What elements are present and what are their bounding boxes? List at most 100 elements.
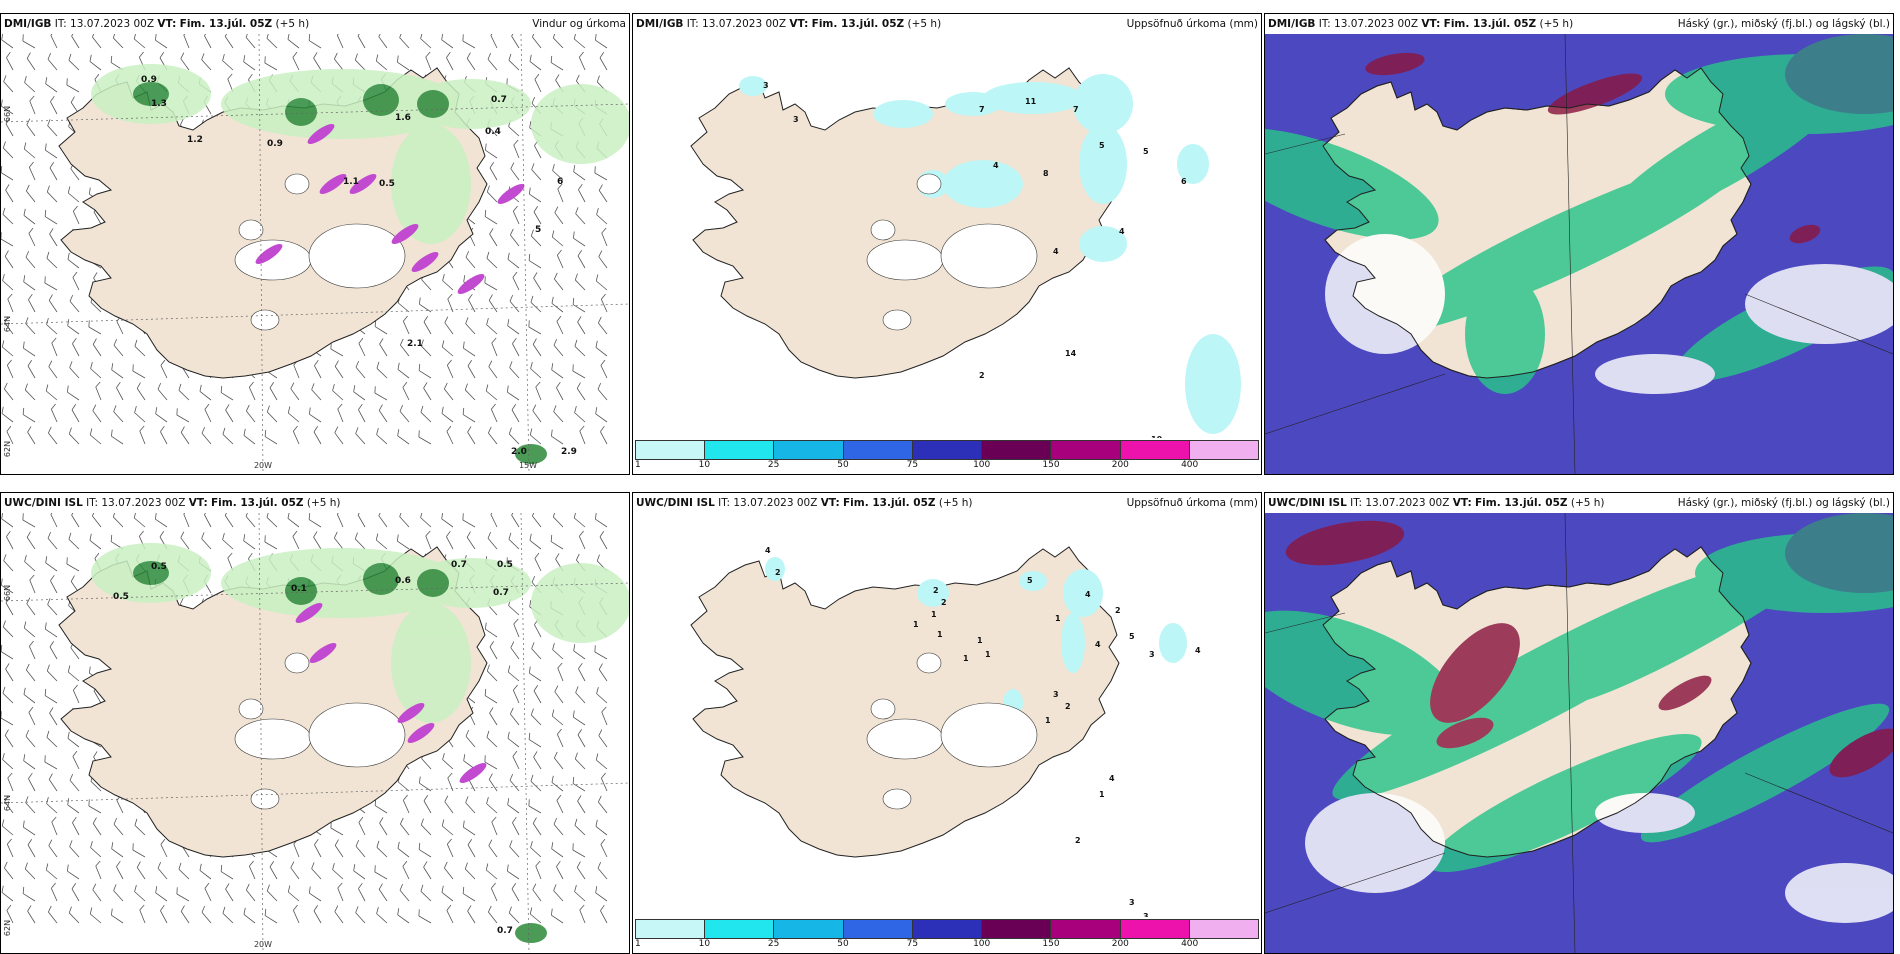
barb-staff: [48, 366, 58, 379]
wind-barb: [311, 383, 322, 401]
wind-barb: [26, 597, 36, 616]
barb-staff: [552, 715, 564, 726]
wind-barb: [576, 861, 586, 880]
wind-barb: [90, 841, 102, 858]
wind-barb: [204, 34, 212, 49]
barb-flag: [22, 407, 25, 415]
barb-flag: [204, 403, 210, 410]
barb-flag: [462, 34, 464, 42]
wind-barb: [68, 906, 80, 924]
boundary-line: [1265, 373, 1446, 435]
barb-flag: [467, 839, 473, 846]
rain-light-area: [221, 548, 461, 618]
barb-staff: [49, 712, 58, 726]
barb-flag: [3, 554, 7, 561]
wind-barb: [513, 139, 520, 159]
barb-staff: [512, 822, 520, 836]
barb-staff: [462, 40, 476, 49]
barb-flag: [45, 863, 49, 871]
barb-flag: [7, 772, 13, 779]
value-label: 7: [1073, 105, 1079, 114]
wind-barb: [3, 554, 14, 572]
barb-staff: [550, 541, 564, 550]
barb-staff: [399, 411, 410, 423]
barb-staff: [402, 866, 410, 880]
colorbar-label: 75: [906, 460, 919, 470]
wind-barb: [530, 295, 542, 313]
barb-staff: [6, 57, 14, 71]
wind-barb: [29, 574, 36, 594]
glacier: [866, 239, 944, 281]
wind-barb: [26, 663, 36, 682]
barb-staff: [27, 844, 36, 858]
barb-staff: [465, 257, 476, 269]
wind-barb: [24, 76, 36, 93]
barb-flag: [353, 864, 356, 871]
precip-area: [943, 160, 1023, 208]
glaciers: [234, 652, 406, 810]
barb-flag: [139, 904, 145, 911]
value-label: 3: [793, 115, 799, 124]
wind-barb: [154, 513, 168, 528]
wind-barb: [464, 862, 476, 880]
wind-barb: [50, 34, 58, 49]
wind-barb: [358, 337, 366, 357]
wind-barb: [507, 798, 520, 814]
barb-flag: [292, 530, 298, 537]
barb-staff: [180, 537, 190, 550]
glaciers: [234, 173, 406, 331]
barb-staff: [23, 281, 36, 291]
barb-staff: [71, 35, 80, 49]
wind-barb: [530, 362, 542, 379]
glaciers: [866, 173, 1038, 331]
barb-staff: [446, 536, 454, 550]
wind-barb: [180, 905, 190, 924]
wind-barb: [23, 754, 36, 770]
barb-flag: [68, 53, 72, 61]
barb-staff: [134, 891, 146, 902]
barb-staff: [376, 367, 388, 379]
barb-staff: [66, 84, 80, 93]
barb-staff: [418, 915, 432, 924]
wind-barb: [72, 337, 80, 357]
wind-barb: [50, 574, 58, 594]
barb-staff: [441, 518, 454, 528]
barb-staff: [462, 414, 476, 423]
barb-staff: [5, 189, 14, 203]
wind-barb: [355, 839, 366, 858]
barb-flag: [399, 883, 404, 891]
wind-barb: [446, 904, 454, 924]
wind-barb: [1, 34, 14, 49]
barb-flag: [551, 363, 554, 370]
wind-barb: [89, 54, 102, 71]
barb-flag: [6, 838, 12, 845]
barb-flag: [160, 359, 166, 366]
wind-barb: [597, 382, 608, 401]
wind-barb: [25, 796, 36, 814]
barb-staff: [529, 193, 542, 203]
barb-staff: [463, 347, 476, 357]
cloud-clear-area: [1785, 863, 1893, 923]
barb-staff: [595, 39, 608, 49]
cloud-clear-area: [1595, 354, 1715, 394]
wind-barb: [601, 706, 608, 726]
value-label: 1: [931, 610, 937, 619]
value-label: 4: [1095, 640, 1101, 649]
barb-staff: [92, 889, 102, 902]
rain-light-area: [411, 79, 531, 129]
wind-barb: [330, 821, 344, 836]
barb-flag: [355, 427, 359, 434]
cloud-teal-area: [1785, 513, 1893, 593]
barb-flag: [138, 530, 144, 537]
barb-staff: [330, 348, 344, 357]
boundary-line: [1265, 852, 1446, 914]
barb-flag: [553, 884, 557, 891]
barb-staff: [376, 846, 388, 858]
iceland-land: [690, 546, 1120, 858]
barb-flag: [355, 839, 360, 847]
wind-barb: [402, 315, 410, 335]
barb-staff: [601, 232, 608, 247]
iceland-land: [58, 67, 488, 379]
barb-flag: [572, 710, 575, 718]
